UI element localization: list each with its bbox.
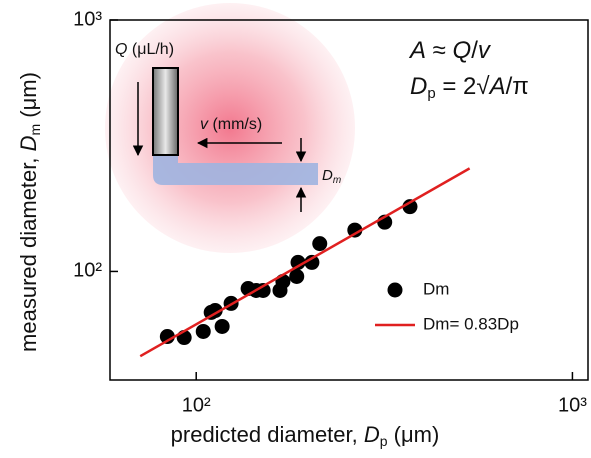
- data-point: [312, 236, 328, 252]
- x-tick-label: 10²: [182, 394, 211, 416]
- legend-label: Dm: [423, 279, 449, 298]
- data-point: [195, 323, 211, 339]
- fit-line: [139, 167, 471, 358]
- flow-label: Q (μL/h): [115, 41, 174, 58]
- data-point: [159, 329, 175, 345]
- data-point: [402, 199, 418, 215]
- x-axis-label: predicted diameter, Dp (μm): [171, 422, 440, 449]
- y-tick-label: 10³: [73, 8, 102, 30]
- y-tick-label: 10²: [73, 260, 102, 282]
- data-point: [214, 318, 230, 334]
- droplet-glow: [105, 3, 355, 253]
- diameter-label: Dm: [322, 167, 341, 186]
- legend-label: Dm= 0.83Dp: [423, 314, 519, 333]
- legend-marker: [387, 282, 403, 298]
- data-point: [289, 268, 305, 284]
- x-tick-label: 10³: [558, 394, 587, 416]
- data-point: [347, 222, 363, 238]
- y-axis-label: measured diameter, Dm (μm): [16, 72, 43, 352]
- area-equation: A ≈ Q/v: [408, 37, 492, 64]
- data-point: [304, 254, 320, 270]
- data-point: [255, 282, 271, 298]
- plot-frame: [109, 19, 589, 381]
- diameter-equation: Dp = 2√A/π: [410, 73, 529, 102]
- inset: Q (μL/h) v (mm/s) Dm: [105, 3, 355, 253]
- velocity-label: v (mm/s): [200, 116, 262, 133]
- jet: [153, 155, 318, 185]
- data-point: [290, 254, 306, 270]
- nozzle: [152, 67, 179, 156]
